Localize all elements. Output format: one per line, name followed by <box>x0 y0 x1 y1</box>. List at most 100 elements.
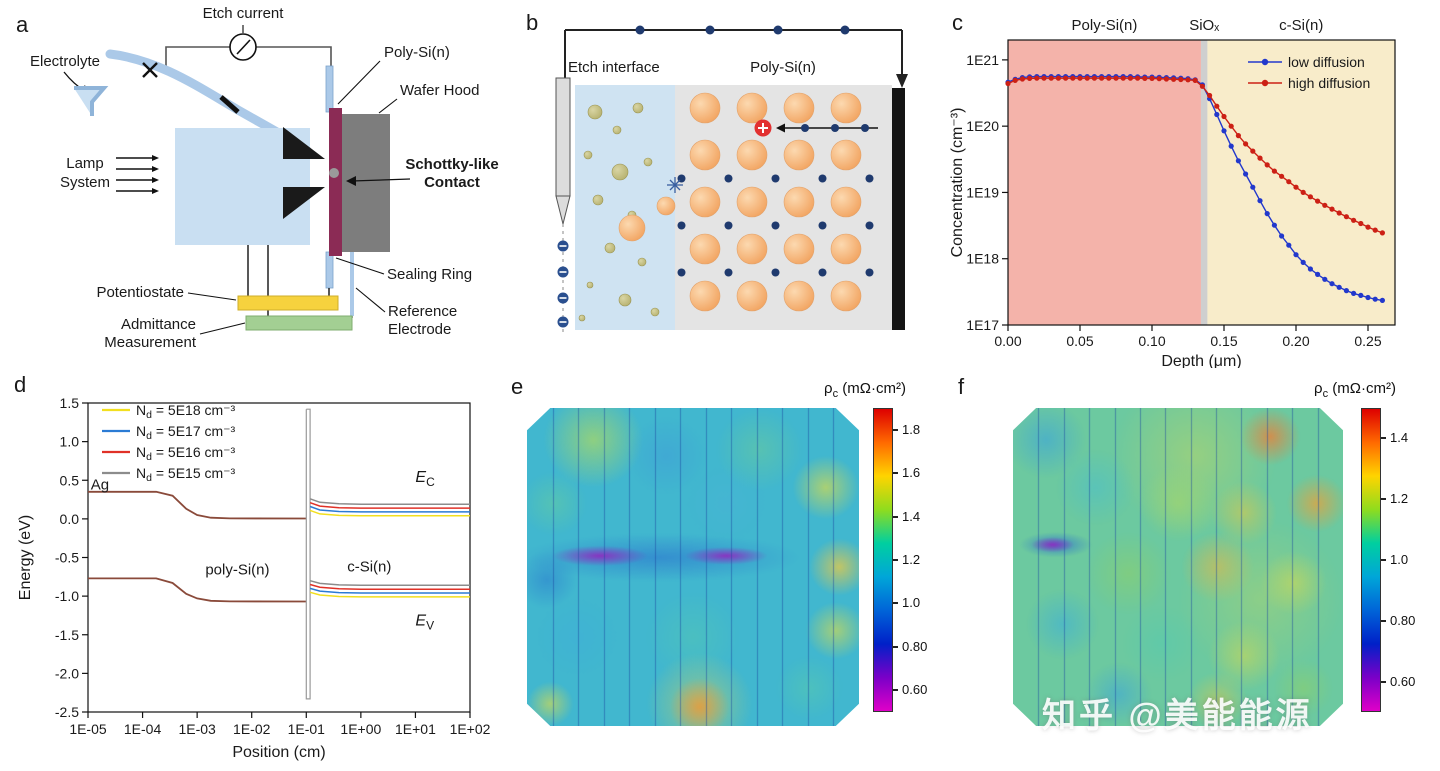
reference-electrode-label-2: Electrode <box>388 321 451 338</box>
y-tick-label: 1E21 <box>966 52 999 68</box>
silicon-atom <box>830 233 862 265</box>
admittance-bar <box>245 315 353 331</box>
band-curve-0 <box>88 490 307 520</box>
legend-label: low diffusion <box>1288 54 1365 70</box>
gas-bubbles <box>578 102 660 322</box>
colorbar-tick-label: 0.80 <box>1390 612 1416 628</box>
x-tick-label: 1E+01 <box>395 721 436 737</box>
watermark: 知乎 @美能能源 <box>1042 697 1313 735</box>
colorbar-title-f: ρc (mΩ·cm²) <box>1275 380 1435 400</box>
band-curve-7 <box>309 579 470 587</box>
valve-x-icon <box>142 62 158 78</box>
lamp-system-label-1: Lamp <box>66 155 104 172</box>
x-tick-label: 0.20 <box>1282 333 1309 349</box>
x-tick-label: 1E+02 <box>450 721 491 737</box>
band-curve-2 <box>305 408 311 700</box>
schottky-arrow <box>351 178 411 182</box>
silicon-atom <box>783 233 815 265</box>
etch-electrode <box>555 77 571 225</box>
loose-atom <box>618 214 646 242</box>
silicon-atom <box>783 186 815 218</box>
colorbar-tick-label: 1.4 <box>902 508 921 524</box>
colorbar-tick <box>1381 559 1386 561</box>
chart-d: 1.5 1.0 0.5 0.0 -0.5 -1.0 -1.5 -2.0 -2.51E-05 1E-… <box>17 395 491 761</box>
schottky-arrowhead-icon <box>346 176 356 186</box>
legend-label: Nd = 5E17 cm⁻³ <box>136 423 236 442</box>
legend-label: Nd = 5E16 cm⁻³ <box>136 444 236 463</box>
current-arrowhead-icon <box>896 74 908 88</box>
colorbar-tick-label: 0.60 <box>902 682 928 698</box>
colorbar-e: 1.8 1.6 1.4 1.2 1.0 0.80 0.60 <box>873 408 943 712</box>
lattice-electrons <box>677 174 874 277</box>
silicon-atom <box>830 280 862 312</box>
potentiostate-pointer <box>187 292 237 301</box>
region-label: Poly-Si(n) <box>1072 17 1138 34</box>
legend-label: high diffusion <box>1288 75 1370 91</box>
panel-c-label: c <box>952 10 963 35</box>
annotation-EC: EC <box>415 469 435 489</box>
colorbar-tick <box>893 645 898 648</box>
silicon-atom <box>830 186 862 218</box>
nozzle-lower <box>283 187 325 219</box>
x-tick-label: 0.10 <box>1138 333 1165 349</box>
y-tick-label: -2.0 <box>55 665 79 681</box>
silicon-atom <box>783 280 815 312</box>
admittance-label-2: Measurement <box>104 334 197 351</box>
potentiostate-label: Potentiostate <box>96 284 184 301</box>
lamp-system-label-2: System <box>60 174 110 191</box>
sealing-ring-pointer <box>335 257 385 275</box>
silicon-atom <box>736 139 768 171</box>
x-tick-label: 1E-01 <box>288 721 326 737</box>
wire-right <box>256 46 332 66</box>
colorbar-tick <box>893 559 898 561</box>
wafer-hood-label: Wafer Hood <box>400 82 479 99</box>
silicon-atom <box>689 186 721 218</box>
panel-e: ρc (mΩ·cm²) 1.8 1.6 1.4 1.2 1.0 0.80 0.60 <box>505 368 955 771</box>
annotation-poly-Si(n): poly-Si(n) <box>205 561 269 578</box>
circuit-wires <box>165 25 332 66</box>
colorbar-title-e: ρc (mΩ·cm²) <box>785 380 945 400</box>
legend-label: Nd = 5E15 cm⁻³ <box>136 465 236 484</box>
poly-si-layer <box>329 108 342 256</box>
y-tick-label: 1E20 <box>966 118 999 134</box>
dissolution-spark-icon <box>667 177 683 193</box>
x-tick-label: 1E-04 <box>124 721 162 737</box>
y-tick-label: 1.0 <box>60 434 80 450</box>
reference-electrode-label-1: Reference <box>388 303 457 320</box>
sealing-ring-label: Sealing Ring <box>387 266 472 283</box>
hole-drift <box>754 119 878 137</box>
x-axis-label: Position (cm) <box>232 744 325 761</box>
silicon-atom <box>736 92 768 124</box>
admittance-label-1: Admittance <box>121 316 196 333</box>
legend-label: Nd = 5E18 cm⁻³ <box>136 402 236 421</box>
electron-dot <box>724 268 733 277</box>
chart-c: Poly-Si(n) SiOₓ c-Si(n) 1E21 1E20 1E19 1E18 1E1… <box>949 17 1396 368</box>
electron-dot <box>771 221 780 230</box>
colorbar-tick <box>893 515 898 518</box>
silicon-atom-grid <box>618 92 862 312</box>
x-tick-label: 0.15 <box>1210 333 1237 349</box>
wafer-map-e <box>527 408 859 726</box>
band-curve-9 <box>309 587 470 594</box>
minus-ions <box>557 240 569 328</box>
nozzle-upper <box>283 127 325 159</box>
colorbar-tick <box>1381 680 1386 683</box>
wafer-map-f <box>1013 408 1343 726</box>
electron-dot <box>724 174 733 183</box>
sealing-ring-bottom <box>325 251 334 289</box>
colorbar-gradient <box>873 408 893 712</box>
silicon-atom <box>689 92 721 124</box>
silicon-atom <box>689 280 721 312</box>
colorbar-tick-label: 1.0 <box>1390 552 1409 567</box>
y-tick-label: 1E18 <box>966 251 999 267</box>
silicon-atom <box>689 139 721 171</box>
plot-frame <box>1007 39 1396 326</box>
panel-f: ρc (mΩ·cm²) 1.4 1.2 1.0 0.80 0.60 <box>955 368 1440 771</box>
y-tick-label: 0.0 <box>60 511 80 527</box>
region-band <box>1008 40 1201 325</box>
y-axis-label: Energy (eV) <box>17 515 34 600</box>
wafer-hood-pointer <box>378 98 398 114</box>
x-tick-label: 0.00 <box>994 333 1021 349</box>
reference-electrode-pointer <box>355 287 386 313</box>
annotation-c-Si(n): c-Si(n) <box>347 558 391 575</box>
